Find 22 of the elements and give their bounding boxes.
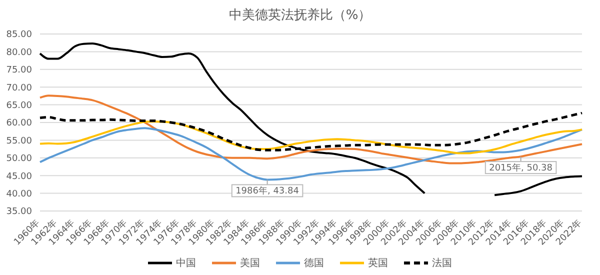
y-tick-label: 55.00 <box>6 136 32 146</box>
legend-label: 德国 <box>304 257 324 270</box>
y-tick-label: 45.00 <box>6 172 32 182</box>
legend-label: 英国 <box>368 256 388 270</box>
y-tick-label: 40.00 <box>6 189 32 200</box>
line-series <box>39 120 583 154</box>
legend-label: 美国 <box>240 256 260 270</box>
y-tick-label: 65.00 <box>6 100 32 111</box>
y-tick-label: 75.00 <box>6 66 32 76</box>
y-tick-label: 60.00 <box>6 118 32 129</box>
line-series <box>39 127 583 181</box>
y-tick-label: 50.00 <box>6 154 32 164</box>
legend-label: 中国 <box>176 256 196 270</box>
chart-title: 中美德英法抚养比（%） <box>228 7 372 24</box>
annotation: 2015年, 50.38 <box>489 162 553 174</box>
y-tick-label: 70.00 <box>6 83 32 94</box>
y-tick-label: 35.00 <box>6 207 32 218</box>
line-series <box>39 94 583 164</box>
annotation: 1986年, 43.84 <box>236 186 300 197</box>
y-tick-label: 80.00 <box>6 48 32 58</box>
y-tick-label: 85.00 <box>6 30 32 40</box>
legend-label: 法国 <box>432 256 452 270</box>
